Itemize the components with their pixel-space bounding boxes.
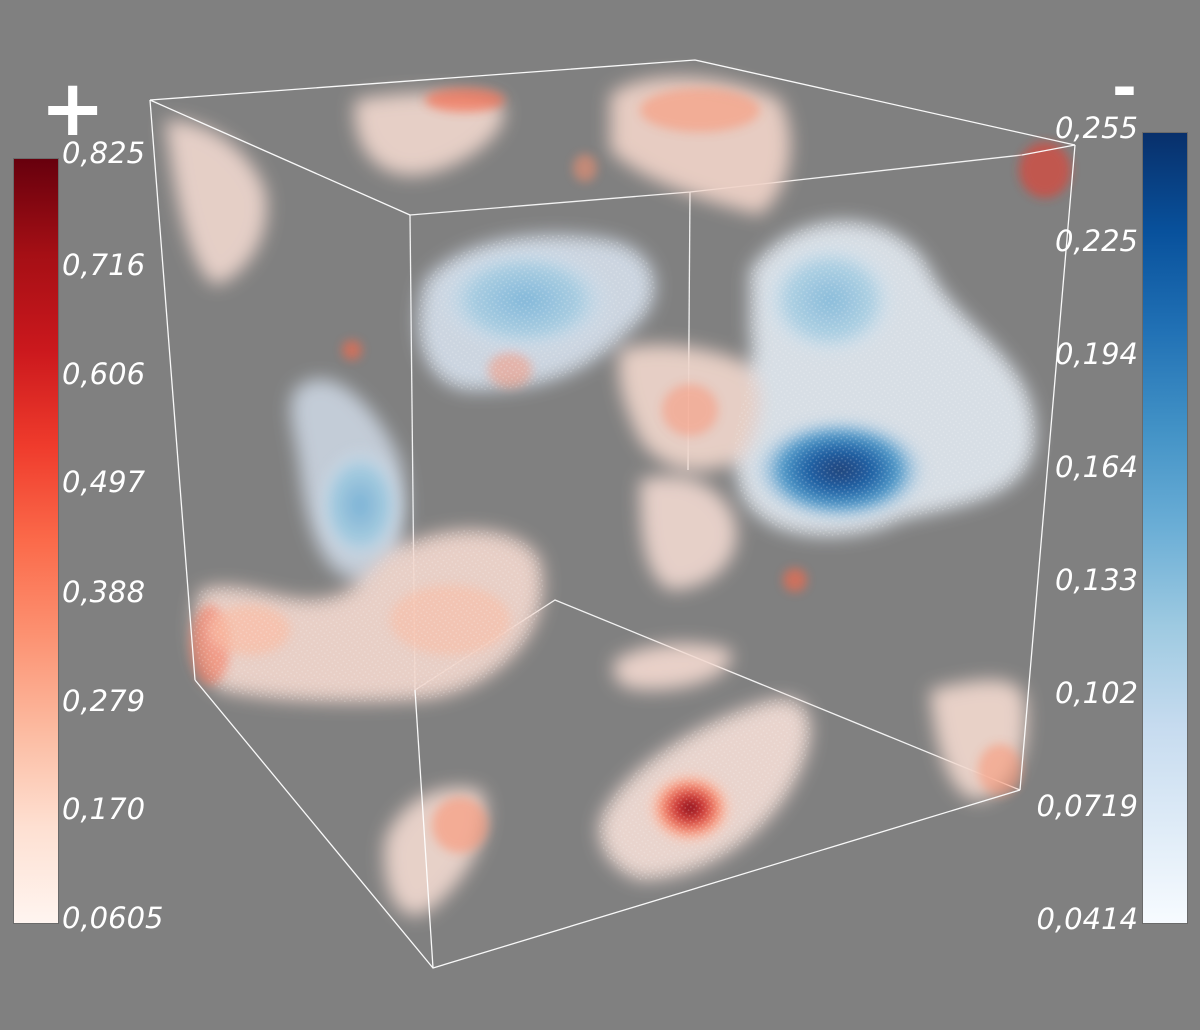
- negative-tick-label: 0,225: [1054, 224, 1138, 258]
- negative-tick-label: 0,255: [1054, 111, 1138, 145]
- positive-tick-label: 0,279: [62, 684, 146, 718]
- positive-sign-label: +: [40, 64, 106, 154]
- positive-tick-label: 0,825: [62, 136, 146, 170]
- positive-tick-label: 0,170: [62, 792, 146, 826]
- negative-tick-label: 0,164: [1054, 450, 1138, 484]
- positive-tick-label: 0,388: [62, 575, 146, 609]
- negative-tick-label: 0,0719: [1036, 789, 1138, 823]
- negative-sign-label: -: [1112, 53, 1137, 123]
- negative-tick-label: 0,194: [1054, 337, 1138, 371]
- positive-tick-label: 0,0605: [62, 901, 164, 935]
- positive-tick-label: 0,497: [62, 465, 146, 499]
- negative-tick-label: 0,102: [1054, 676, 1138, 710]
- negative-tick-label: 0,133: [1054, 563, 1138, 597]
- negative-colorbar: [1142, 132, 1188, 924]
- negative-tick-label: 0,0414: [1036, 902, 1138, 936]
- positive-tick-label: 0,716: [62, 248, 146, 282]
- positive-tick-label: 0,606: [62, 357, 146, 391]
- volume-box-front: [149, 59, 1076, 969]
- positive-colorbar: [13, 158, 59, 924]
- particle-density-render: [165, 76, 1071, 916]
